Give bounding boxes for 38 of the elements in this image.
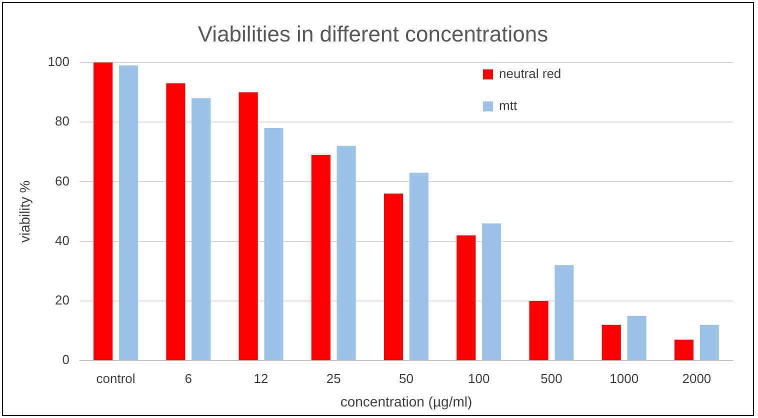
bar — [700, 324, 719, 360]
x-tick-label: 50 — [399, 370, 414, 386]
x-tick-label: 25 — [326, 370, 341, 386]
x-tick-label: 100 — [468, 370, 490, 386]
x-tick-label: 6 — [184, 370, 192, 386]
bar — [166, 83, 186, 360]
y-tick-label: 0 — [62, 352, 70, 368]
bar — [456, 235, 476, 360]
x-tick-label: 1000 — [610, 370, 639, 386]
y-tick-label: 60 — [55, 173, 70, 188]
bar — [94, 62, 113, 360]
bar — [118, 65, 138, 360]
chart-title: Viabilities in different concentrations — [198, 21, 548, 46]
bar — [238, 92, 258, 360]
bar — [482, 223, 502, 360]
bar — [554, 265, 574, 360]
x-tick-label: 500 — [540, 370, 562, 386]
y-tick-label: 40 — [55, 232, 70, 248]
x-tick-label: 12 — [254, 370, 268, 386]
bar — [409, 172, 428, 360]
legend-label: neutral red — [499, 66, 562, 81]
y-tick-label: 100 — [48, 54, 70, 69]
bar — [674, 340, 694, 360]
bar — [192, 98, 211, 360]
x-tick-label: 2000 — [682, 370, 712, 386]
bar — [311, 154, 330, 360]
bar — [336, 146, 356, 360]
x-axis-title: concentration (µg/ml) — [340, 393, 472, 410]
y-tick-label: 20 — [55, 292, 70, 308]
bar — [384, 194, 404, 360]
legend-label: mtt — [499, 98, 518, 113]
bar — [602, 324, 621, 360]
y-axis-title: viability % — [16, 180, 32, 243]
bar — [627, 316, 646, 360]
x-tick-label: control — [96, 370, 136, 386]
y-tick-label: 80 — [55, 114, 70, 129]
bar — [264, 128, 284, 360]
bar — [529, 300, 548, 360]
